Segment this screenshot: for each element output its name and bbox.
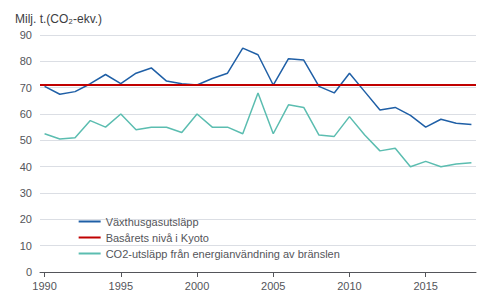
- svg-text:Basårets nivå i Kyoto: Basårets nivå i Kyoto: [106, 232, 209, 244]
- svg-text:2000: 2000: [185, 280, 209, 292]
- svg-text:2010: 2010: [337, 280, 361, 292]
- svg-text:2015: 2015: [413, 280, 437, 292]
- svg-text:1995: 1995: [109, 280, 133, 292]
- svg-text:Växthusgasutsläpp: Växthusgasutsläpp: [106, 216, 199, 228]
- svg-text:70: 70: [20, 82, 32, 94]
- svg-text:60: 60: [20, 108, 32, 120]
- svg-text:30: 30: [20, 187, 32, 199]
- svg-text:1990: 1990: [32, 280, 56, 292]
- svg-text:40: 40: [20, 161, 32, 173]
- svg-text:10: 10: [20, 240, 32, 252]
- svg-text:CO2-utsläpp från energianvändn: CO2-utsläpp från energianvändning av brä…: [106, 248, 340, 260]
- svg-text:90: 90: [20, 29, 32, 41]
- svg-text:80: 80: [20, 55, 32, 67]
- svg-text:2005: 2005: [261, 280, 285, 292]
- svg-text:0: 0: [26, 266, 32, 278]
- svg-text:20: 20: [20, 213, 32, 225]
- svg-text:Milj. t.(CO₂-ekv.): Milj. t.(CO₂-ekv.): [15, 12, 102, 26]
- svg-text:50: 50: [20, 134, 32, 146]
